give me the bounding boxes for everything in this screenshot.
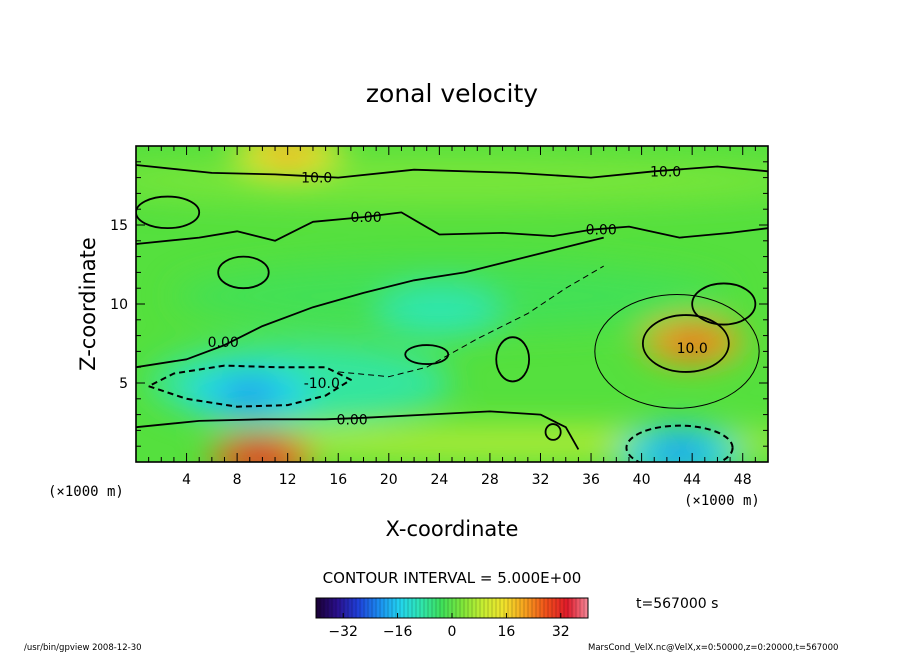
x-tick-label: 8 xyxy=(233,472,242,488)
field-minimum-core xyxy=(410,298,469,326)
field-band xyxy=(136,155,768,207)
x-tick-label: 48 xyxy=(734,472,752,488)
footer-right: MarsCond_VelX.nc@VelX,x=0:50000,z=0:2000… xyxy=(588,643,838,653)
contour-island xyxy=(691,282,757,326)
contour-zero-lower xyxy=(136,410,580,450)
footer-left: /usr/bin/gpview 2008-12-30 xyxy=(24,643,142,653)
contour-minus-5 xyxy=(338,265,604,378)
y-axis-label: Z-coordinate xyxy=(76,237,100,371)
x-tick-label: 40 xyxy=(633,472,651,488)
contour-zero-mid xyxy=(136,236,604,369)
contour-label: 0.00 xyxy=(337,412,368,428)
contour-island xyxy=(136,195,201,230)
field-maximum-core xyxy=(238,446,287,462)
x-tick-label: 24 xyxy=(430,472,448,488)
contour-label: 10.0 xyxy=(650,164,681,180)
y-tick-label: 10 xyxy=(110,297,128,313)
x-tick-label: 16 xyxy=(329,472,347,488)
x-tick-label: 44 xyxy=(683,472,701,488)
contour-minus-10-lower xyxy=(625,424,734,462)
contour-minus-10 xyxy=(148,364,352,408)
colorbar-tick-label: 0 xyxy=(448,624,457,640)
colorbar: −32 −16 0 16 32 xyxy=(315,597,589,640)
contour-label: 0.00 xyxy=(350,210,381,226)
colorbar-stripes xyxy=(319,598,585,618)
x-tick-label: 28 xyxy=(481,472,499,488)
contour-island xyxy=(544,423,562,441)
contour-label: 10.0 xyxy=(677,341,708,357)
x-unit-label-left: (×1000 m) xyxy=(48,484,124,500)
contour-zero-upper xyxy=(136,211,768,245)
contour-10 xyxy=(136,164,768,179)
y-tick-label: 15 xyxy=(110,218,128,234)
y-tick-label: 5 xyxy=(119,376,128,392)
y-axis: 5 10 15 xyxy=(110,161,768,447)
x-tick-label: 4 xyxy=(182,472,191,488)
contour-interval-label: CONTOUR INTERVAL = 5.000E+00 xyxy=(323,569,582,587)
color-field xyxy=(136,146,768,462)
contour-label: 0.00 xyxy=(586,223,617,239)
time-label: t=567000 s xyxy=(636,596,718,612)
x-tick-label: 36 xyxy=(582,472,600,488)
contour-island xyxy=(217,255,270,290)
contour-label: 10.0 xyxy=(301,171,332,187)
field-maximum-core xyxy=(668,330,717,354)
contour-label: 0.00 xyxy=(208,335,239,351)
contour-plus-10 xyxy=(641,314,730,373)
x-unit-label-right: (×1000 m) xyxy=(684,493,760,509)
contour-plus-5 xyxy=(594,294,760,409)
contour-island xyxy=(495,336,531,383)
colorbar-tick-label: 32 xyxy=(552,624,570,640)
field-minimum-core xyxy=(220,380,279,408)
x-tick-label: 32 xyxy=(532,472,550,488)
x-tick-label: 20 xyxy=(380,472,398,488)
chart-title: zonal velocity xyxy=(366,79,538,108)
contour-island xyxy=(404,344,450,365)
contour-lines xyxy=(136,164,768,462)
plot-area: 10.0 10.0 0.00 0.00 0.00 -10.0 0.00 10.0 xyxy=(136,146,768,462)
colorbar-tick-label: −32 xyxy=(328,624,358,640)
colorbar-tick-label: −16 xyxy=(383,624,413,640)
colorbar-ticks: −32 −16 0 16 32 xyxy=(328,613,570,640)
colorbar-tick-label: 16 xyxy=(497,624,515,640)
field-minimum-core xyxy=(650,439,709,462)
contour-label: -10.0 xyxy=(304,376,340,392)
contour-labels: 10.0 10.0 0.00 0.00 0.00 -10.0 0.00 10.0 xyxy=(208,164,708,428)
x-axis: 4 8 12 16 20 24 28 32 36 40 44 48 xyxy=(148,146,756,488)
x-tick-label: 12 xyxy=(279,472,297,488)
x-axis-label: X-coordinate xyxy=(386,517,519,541)
